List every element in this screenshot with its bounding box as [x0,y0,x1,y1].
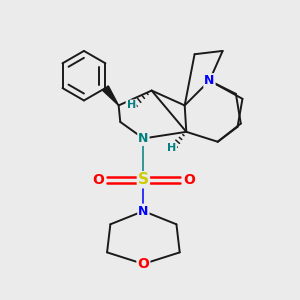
Text: N: N [204,74,214,87]
Text: S: S [138,172,149,187]
Text: H: H [167,143,176,153]
Text: O: O [137,257,149,271]
Text: O: O [92,173,104,187]
Text: H: H [127,100,136,110]
Text: O: O [183,173,195,187]
Text: N: N [138,132,148,145]
Text: N: N [138,205,148,218]
Polygon shape [103,86,118,105]
